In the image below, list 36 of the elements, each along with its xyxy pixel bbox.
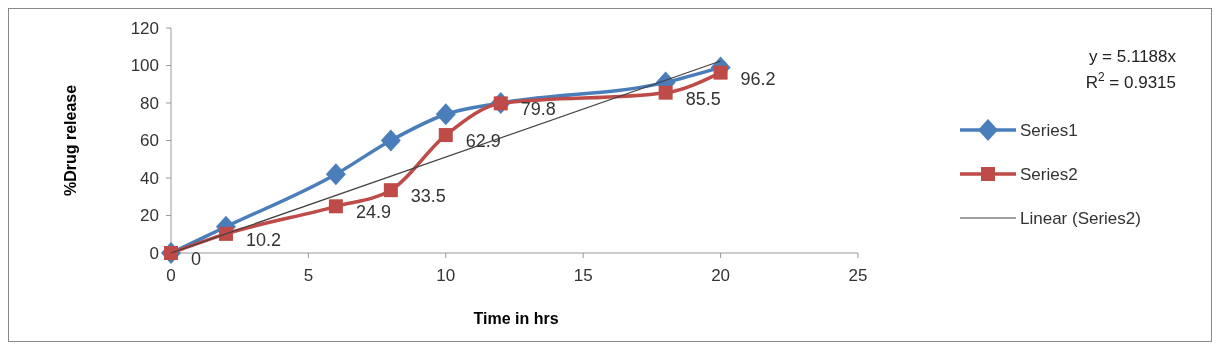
data-label: 85.5 <box>685 88 721 109</box>
y-tick-label: 0 <box>149 243 159 263</box>
y-tick-label: 120 <box>130 18 159 38</box>
data-label: 0 <box>191 249 202 269</box>
x-tick-label: 20 <box>711 266 731 285</box>
point <box>380 129 401 152</box>
point <box>218 226 233 241</box>
point <box>325 163 346 186</box>
point <box>713 65 728 80</box>
x-axis-title: Time in hrs <box>473 310 559 327</box>
data-label: 33.5 <box>410 186 446 207</box>
y-tick-label: 40 <box>140 168 159 188</box>
y-tick-label: 100 <box>130 56 159 76</box>
x-tick-label: 15 <box>573 266 593 285</box>
point <box>658 85 673 100</box>
y-tick-label: 60 <box>140 131 159 151</box>
y-tick-label: 80 <box>140 93 159 113</box>
data-label: 10.2 <box>245 229 282 250</box>
x-tick-label: 25 <box>848 266 868 285</box>
x-tick-label: 0 <box>166 266 176 285</box>
legend-label: Linear (Series2) <box>1020 208 1141 228</box>
x-tick-label: 10 <box>436 266 456 285</box>
text: y = 5.1188x <box>1088 47 1177 66</box>
text: R$^{2}$ = 0.9315 <box>1085 70 1176 92</box>
y-axis-title: %Drug release <box>62 84 79 197</box>
point <box>435 103 456 126</box>
point <box>328 199 343 214</box>
x-tick-label: 5 <box>303 266 314 285</box>
data-label: 24.9 <box>355 202 391 223</box>
y-tick-label: 20 <box>140 206 159 226</box>
data-label: 79.8 <box>520 99 556 120</box>
data-label: 96.2 <box>740 68 776 89</box>
point <box>383 183 398 198</box>
legend-label: Series1 <box>1020 120 1078 140</box>
legend-label: Series2 <box>1020 164 1078 184</box>
point <box>438 128 453 143</box>
